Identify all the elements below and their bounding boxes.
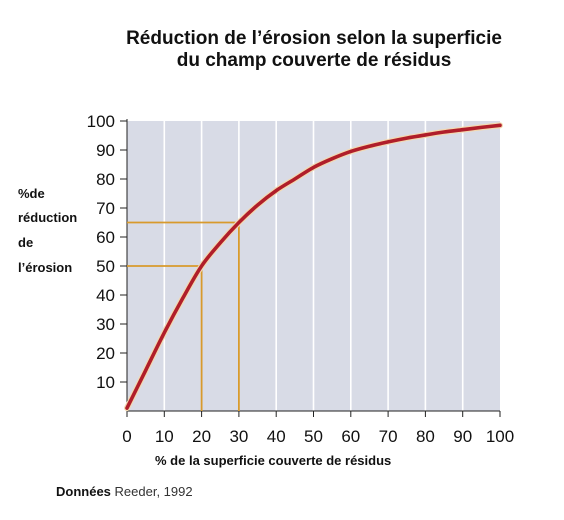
x-tick-label: 20 <box>192 427 211 446</box>
x-tick-label: 70 <box>379 427 398 446</box>
y-tick-label: 20 <box>96 344 115 363</box>
y-tick-label: 70 <box>96 199 115 218</box>
y-tick-label: 90 <box>96 141 115 160</box>
x-tick-label: 30 <box>229 427 248 446</box>
source-note: Données Reeder, 1992 <box>56 484 193 499</box>
y-tick-label: 50 <box>96 257 115 276</box>
x-tick-label: 50 <box>304 427 323 446</box>
y-tick-label: 100 <box>87 112 115 131</box>
y-axis-label-line-3: de <box>18 235 34 250</box>
y-tick-label: 80 <box>96 170 115 189</box>
y-axis-label-line-2: réduction <box>18 210 78 225</box>
chart-title: Réduction de l’érosion selon la superfic… <box>92 28 536 72</box>
x-tick-label: 0 <box>122 427 131 446</box>
y-tick-label: 40 <box>96 286 115 305</box>
x-tick-label: 40 <box>267 427 286 446</box>
y-tick-label: 60 <box>96 228 115 247</box>
y-tick-label: 30 <box>96 315 115 334</box>
x-tick-label: 80 <box>416 427 435 446</box>
chart-title-line-1: Réduction de l’érosion selon la superfic… <box>126 28 502 49</box>
x-tick-label: 60 <box>341 427 360 446</box>
y-ticks: 10 20 30 40 50 60 70 80 90 100 <box>87 112 127 392</box>
x-tick-label: 10 <box>155 427 174 446</box>
source-label: Données <box>56 484 111 499</box>
y-axis-label-line-4: l’érosion <box>18 260 73 275</box>
y-axis-label-line-1: %de <box>18 186 45 201</box>
x-tick-label: 100 <box>486 427 514 446</box>
erosion-curve <box>125 123 502 410</box>
x-axis-label: % de la superficie couverte de résidus <box>155 453 392 468</box>
x-tick-label: 90 <box>453 427 472 446</box>
x-ticks: 0 10 20 30 40 50 60 70 80 90 100 <box>122 411 514 446</box>
source-reference: Reeder, 1992 <box>114 484 193 499</box>
y-tick-label: 10 <box>96 373 115 392</box>
chart-title-line-2: du champ couverte de résidus <box>176 50 452 71</box>
